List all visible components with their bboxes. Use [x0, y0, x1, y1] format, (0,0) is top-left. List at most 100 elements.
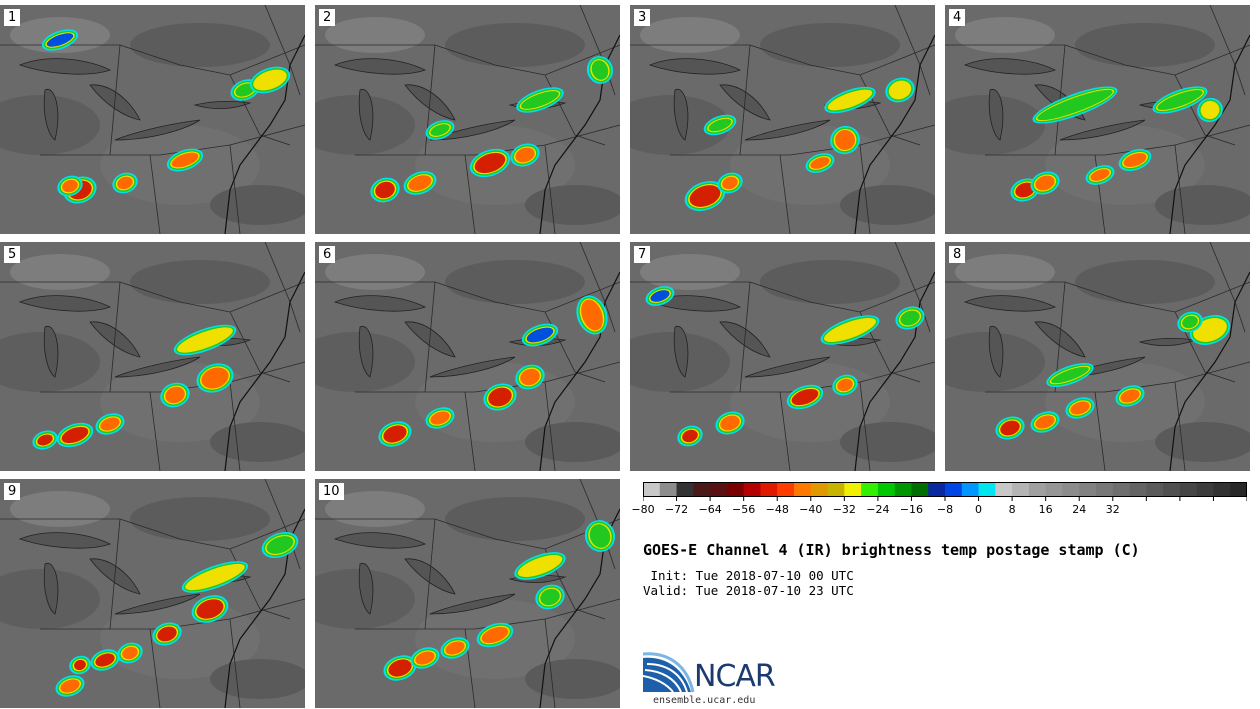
storm-cell	[403, 171, 437, 195]
colorbar-swatch	[945, 482, 963, 497]
coastline	[224, 34, 305, 234]
state-border	[149, 154, 161, 234]
colorbar-swatch	[777, 482, 795, 497]
storm-cell	[469, 148, 511, 178]
colorbar-swatch	[1028, 482, 1047, 497]
lake-outline	[333, 295, 427, 312]
colorbar-tick-label: −24	[866, 503, 890, 516]
storm-cell	[152, 622, 182, 646]
storm-cell	[1085, 165, 1115, 185]
state-border	[109, 518, 121, 630]
lake-outline	[429, 356, 516, 378]
valid-time: Valid: Tue 2018-07-10 23 UTC	[643, 583, 854, 598]
storm-cell	[1177, 311, 1203, 333]
storm-cell	[830, 125, 860, 155]
storm-cell	[584, 520, 616, 552]
storm-cell	[645, 286, 675, 306]
storm-cell	[112, 172, 138, 194]
land-texture	[840, 422, 935, 462]
storm-cell	[1032, 86, 1118, 124]
storm-cell	[117, 642, 143, 664]
storm-cell	[476, 622, 514, 648]
colorbar-tick-label: 8	[1008, 503, 1016, 516]
colorbar-swatch	[1163, 482, 1181, 497]
land-texture	[100, 599, 260, 679]
state-border	[1174, 381, 1186, 471]
member-number-label: 9	[4, 483, 21, 500]
colorbar-swatch	[743, 482, 761, 497]
land-texture	[760, 23, 900, 67]
storm-cell	[1197, 97, 1223, 123]
ensemble-member-panel: 2	[315, 5, 620, 234]
coastline	[1169, 34, 1250, 234]
state-border	[0, 44, 305, 76]
colorbar-swatch	[1213, 482, 1231, 497]
land-texture	[210, 185, 305, 225]
colorbar-swatch	[794, 482, 812, 497]
storm-cell	[1118, 148, 1152, 172]
lake-outline	[429, 119, 516, 141]
colorbar-swatch	[844, 482, 862, 497]
storm-cell	[90, 649, 120, 671]
storm-cell	[1030, 411, 1060, 433]
storm-cell	[535, 584, 565, 610]
member-number-label: 5	[4, 246, 21, 263]
state-border	[0, 518, 305, 550]
colorbar-tick-label: 24	[1072, 503, 1087, 516]
lake-outline	[333, 532, 427, 549]
land-texture	[325, 491, 425, 527]
colorbar-swatch	[861, 482, 879, 497]
storm-cell	[586, 56, 614, 84]
colorbar-swatch	[760, 482, 778, 497]
storm-cell	[515, 364, 545, 390]
lake-outline	[963, 295, 1057, 312]
state-border	[630, 281, 935, 313]
colorbar-swatch	[1079, 482, 1097, 497]
site-url: ensemble.ucar.edu	[653, 695, 756, 706]
storm-cell	[249, 66, 291, 94]
land-texture	[10, 254, 110, 290]
colorbar-tick-label: 0	[975, 503, 983, 516]
storm-cell	[1152, 86, 1208, 114]
storm-cell	[41, 29, 79, 51]
lake-outline	[744, 119, 831, 141]
storm-cell	[440, 637, 470, 659]
member-number-label: 7	[634, 246, 651, 263]
member-number-label: 10	[319, 483, 344, 500]
state-border	[149, 391, 161, 471]
state-border	[355, 124, 620, 156]
storm-cell	[514, 552, 566, 580]
member-number-label: 4	[949, 9, 966, 26]
colorbar-tick-label: −80	[631, 503, 655, 516]
land-texture	[525, 659, 620, 699]
state-border	[315, 518, 620, 550]
lake-outline	[193, 100, 252, 109]
lake-outline	[673, 326, 689, 378]
member-number-label: 2	[319, 9, 336, 26]
land-texture	[130, 23, 270, 67]
storm-cell	[166, 148, 204, 172]
lake-outline	[648, 58, 742, 75]
colorbar-tick-label: −40	[799, 503, 823, 516]
lake-outline	[114, 356, 201, 378]
satellite-map	[315, 479, 620, 708]
state-border	[544, 144, 556, 234]
storm-cell	[261, 531, 299, 559]
ensemble-member-panel: 1	[0, 5, 305, 234]
storm-cell	[715, 411, 745, 435]
land-texture	[445, 260, 585, 304]
land-texture	[1075, 23, 1215, 67]
colorbar-swatch	[1062, 482, 1080, 497]
state-border	[149, 628, 161, 708]
land-texture	[130, 497, 270, 541]
state-border	[355, 598, 620, 630]
storm-cell	[510, 143, 540, 167]
state-border	[40, 361, 305, 393]
colorbar-swatch	[810, 482, 829, 497]
state-border	[670, 124, 935, 156]
state-border	[779, 154, 791, 234]
storm-cell	[181, 561, 249, 593]
storm-cell	[576, 295, 608, 335]
land-texture	[445, 23, 585, 67]
colorbar-swatch	[676, 482, 694, 497]
